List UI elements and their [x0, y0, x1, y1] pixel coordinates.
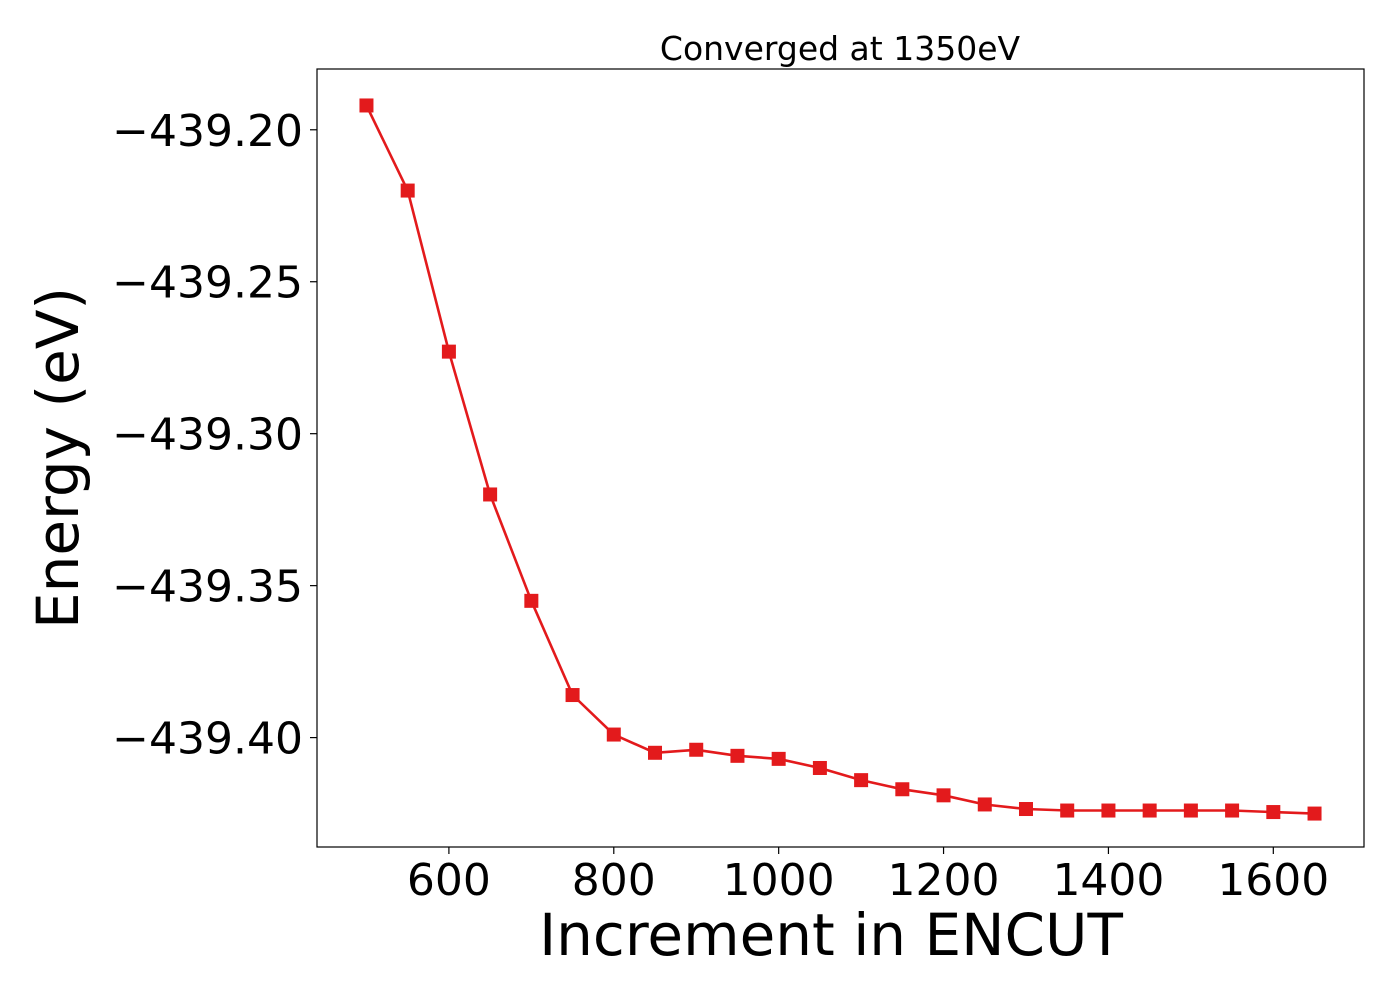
data-point [1060, 803, 1075, 818]
data-point [565, 688, 580, 703]
x-tick-label: 800 [572, 855, 656, 906]
data-point [1266, 805, 1281, 820]
data-point [1142, 803, 1157, 818]
data-point [400, 183, 415, 198]
data-point [648, 745, 663, 760]
x-axis: 600 800 1000 1200 1400 1600 [407, 847, 1329, 906]
y-tick-label: −439.20 [112, 106, 303, 157]
y-tick-label: −439.35 [112, 562, 303, 613]
data-point [1183, 803, 1198, 818]
y-axis-title: Energy (eV) [24, 287, 92, 629]
series-layer [359, 98, 1322, 821]
data-point [359, 98, 374, 113]
x-tick-label: 1200 [888, 855, 1000, 906]
data-point [483, 487, 498, 502]
y-tick-label: −439.30 [112, 410, 303, 461]
data-point [1307, 806, 1322, 821]
x-tick-label: 1000 [723, 855, 835, 906]
x-tick-label: 1600 [1217, 855, 1329, 906]
x-tick-label: 600 [407, 855, 491, 906]
data-point [689, 742, 704, 757]
data-point [524, 593, 539, 608]
data-point [1018, 802, 1033, 817]
y-axis: −439.20 −439.25 −439.30 −439.35 −439.40 [112, 106, 317, 765]
x-axis-title: Increment in ENCUT [539, 901, 1123, 969]
plot-area-frame [316, 68, 1365, 848]
data-point [812, 760, 827, 775]
y-tick-label: −439.40 [112, 714, 303, 765]
data-point [977, 797, 992, 812]
chart-title: Converged at 1350eV [660, 29, 1021, 68]
data-point [441, 344, 456, 359]
data-point [895, 782, 910, 797]
data-point [771, 751, 786, 766]
data-point [854, 773, 869, 788]
data-point [1225, 803, 1240, 818]
data-point [936, 788, 951, 803]
x-tick-label: 1400 [1052, 855, 1164, 906]
data-point [1101, 803, 1116, 818]
y-tick-label: −439.25 [112, 258, 303, 309]
data-point [606, 727, 621, 742]
data-point [730, 748, 745, 763]
